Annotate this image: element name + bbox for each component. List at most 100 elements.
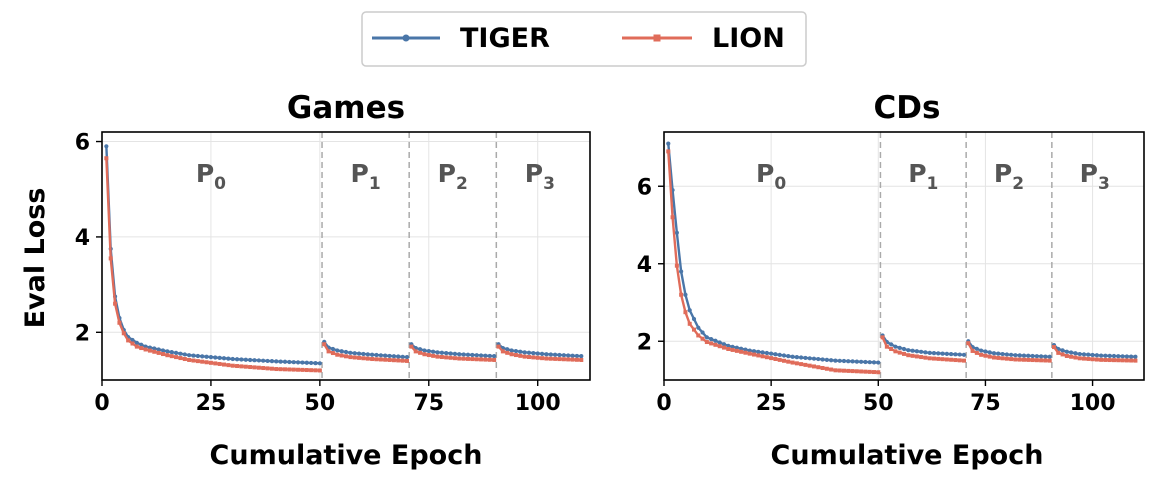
data-point bbox=[130, 337, 135, 343]
data-point bbox=[317, 368, 322, 373]
data-point bbox=[1111, 353, 1117, 359]
data-point bbox=[187, 357, 192, 362]
data-point bbox=[139, 342, 144, 347]
data-point bbox=[304, 368, 309, 373]
data-point bbox=[553, 352, 558, 357]
data-point bbox=[405, 358, 409, 363]
data-point bbox=[461, 356, 466, 361]
phase-label: P3 bbox=[525, 159, 555, 194]
data-point bbox=[833, 368, 838, 373]
data-point bbox=[147, 345, 153, 350]
data-point bbox=[431, 349, 436, 354]
data-point bbox=[309, 360, 314, 366]
data-point bbox=[713, 342, 718, 347]
data-point bbox=[344, 354, 348, 359]
series-tiger bbox=[104, 144, 584, 366]
data-point bbox=[570, 353, 575, 358]
data-point bbox=[1073, 351, 1078, 356]
data-point bbox=[426, 353, 431, 358]
data-point bbox=[540, 356, 545, 361]
data-point bbox=[348, 350, 353, 355]
data-point bbox=[974, 350, 979, 355]
data-point bbox=[191, 353, 196, 358]
data-point bbox=[1017, 353, 1022, 358]
data-point bbox=[872, 370, 876, 375]
data-point bbox=[687, 321, 692, 326]
data-point bbox=[1034, 354, 1039, 359]
data-point bbox=[1107, 353, 1112, 358]
data-point bbox=[121, 331, 126, 336]
legend-frame bbox=[361, 11, 807, 67]
data-point bbox=[435, 350, 440, 355]
data-point bbox=[182, 357, 187, 362]
data-point bbox=[979, 352, 984, 357]
data-point bbox=[579, 354, 584, 359]
data-point bbox=[391, 354, 397, 359]
data-point bbox=[544, 352, 549, 357]
data-point bbox=[696, 325, 701, 330]
data-point bbox=[139, 346, 144, 351]
data-point bbox=[944, 351, 949, 356]
data-point bbox=[996, 351, 1001, 356]
data-point bbox=[470, 352, 475, 358]
data-point bbox=[696, 333, 701, 338]
data-point bbox=[1073, 355, 1078, 360]
data-point bbox=[850, 359, 855, 364]
data-point bbox=[1069, 350, 1074, 355]
data-point bbox=[962, 358, 966, 363]
data-point bbox=[914, 349, 919, 354]
data-point bbox=[466, 356, 470, 361]
data-point bbox=[418, 350, 423, 355]
data-point bbox=[709, 341, 714, 346]
data-point bbox=[666, 149, 671, 154]
data-point bbox=[365, 352, 370, 357]
data-point bbox=[919, 349, 924, 354]
data-point bbox=[174, 355, 179, 360]
data-point bbox=[1064, 349, 1069, 354]
data-point bbox=[439, 350, 444, 355]
data-point bbox=[309, 368, 314, 373]
data-point bbox=[326, 349, 331, 354]
data-point bbox=[1086, 352, 1091, 357]
data-point bbox=[474, 353, 479, 358]
data-point bbox=[518, 353, 523, 358]
data-point bbox=[422, 348, 427, 353]
legend: TIGER LION bbox=[361, 11, 807, 67]
data-point bbox=[143, 347, 148, 352]
data-point bbox=[932, 356, 936, 361]
data-point bbox=[134, 344, 139, 349]
data-point bbox=[579, 357, 584, 362]
data-point bbox=[1090, 352, 1095, 358]
data-point bbox=[435, 354, 440, 359]
data-point bbox=[269, 366, 274, 371]
data-point bbox=[248, 357, 253, 363]
data-point bbox=[156, 347, 161, 352]
data-point bbox=[751, 349, 757, 354]
data-point bbox=[474, 357, 479, 362]
data-point bbox=[500, 349, 505, 354]
data-point bbox=[717, 340, 722, 345]
data-point bbox=[413, 349, 418, 354]
data-point bbox=[691, 316, 697, 322]
data-point bbox=[910, 348, 915, 353]
data-point bbox=[535, 351, 540, 356]
data-point bbox=[756, 349, 761, 354]
data-point bbox=[914, 354, 919, 359]
chart-title: Games bbox=[287, 90, 405, 126]
data-point bbox=[717, 344, 722, 349]
data-point bbox=[1052, 345, 1056, 350]
data-point bbox=[531, 351, 536, 356]
data-point bbox=[126, 338, 131, 343]
data-point bbox=[295, 360, 301, 365]
data-point bbox=[816, 365, 821, 370]
x-tick-label: 50 bbox=[863, 391, 894, 416]
data-point bbox=[949, 351, 954, 357]
data-point bbox=[1086, 356, 1091, 361]
data-point bbox=[553, 356, 558, 361]
legend-label-lion: LION bbox=[712, 23, 785, 54]
data-point bbox=[191, 358, 196, 363]
data-point bbox=[730, 344, 735, 349]
x-tick-label: 25 bbox=[196, 391, 227, 416]
data-point bbox=[261, 358, 266, 363]
data-point bbox=[339, 349, 344, 354]
